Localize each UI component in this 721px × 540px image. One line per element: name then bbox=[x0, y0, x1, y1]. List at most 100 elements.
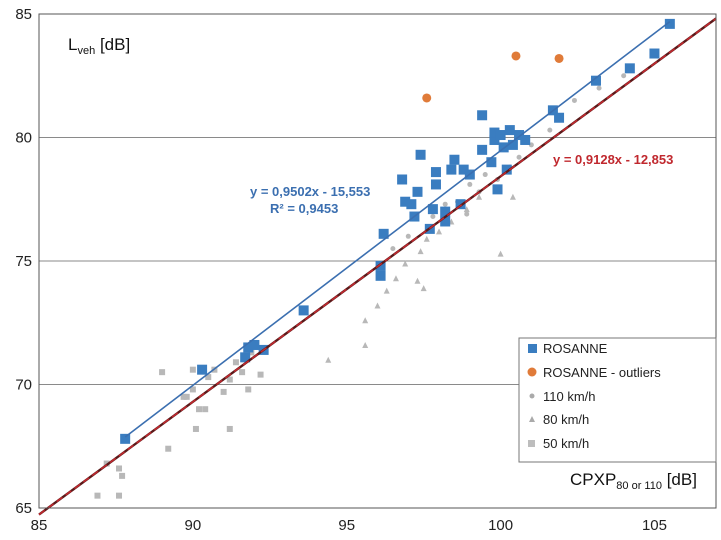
y-axis-label-main: L bbox=[68, 35, 77, 54]
point-80kmh bbox=[417, 248, 424, 255]
point-rosanne bbox=[427, 204, 438, 215]
point-50kmh bbox=[165, 445, 172, 452]
point-rosanne bbox=[400, 196, 411, 207]
point-110kmh bbox=[516, 154, 522, 160]
point-rosanne bbox=[590, 75, 601, 86]
point-50kmh bbox=[189, 366, 196, 373]
point-rosanne bbox=[492, 184, 503, 195]
point-rosanne bbox=[477, 144, 488, 155]
point-rosanne bbox=[507, 139, 518, 150]
point-rosanne bbox=[378, 228, 389, 239]
point-50kmh bbox=[116, 492, 123, 499]
point-50kmh bbox=[116, 465, 123, 472]
point-outlier bbox=[422, 93, 432, 103]
point-80kmh bbox=[325, 356, 332, 363]
blue-fit-r2: R² = 0,9453 bbox=[270, 201, 338, 216]
y-tick-label: 70 bbox=[15, 377, 32, 394]
plot-area-frame bbox=[38, 13, 717, 509]
x-tick-label: 90 bbox=[185, 517, 202, 534]
point-rosanne bbox=[495, 130, 506, 141]
legend-label-rosanne: ROSANNE bbox=[543, 341, 608, 356]
point-50kmh bbox=[257, 371, 264, 378]
point-rosanne bbox=[249, 339, 260, 350]
point-rosanne bbox=[440, 216, 451, 227]
x-axis-label-unit: [dB] bbox=[662, 470, 697, 489]
point-50kmh bbox=[239, 369, 246, 376]
point-110kmh bbox=[482, 172, 488, 178]
x-tick-label: 85 bbox=[31, 517, 48, 534]
point-50kmh bbox=[226, 376, 233, 383]
point-80kmh bbox=[383, 287, 390, 294]
blue-fit-equation: y = 0,9502x - 15,553 bbox=[250, 184, 370, 199]
legend: ROSANNE ROSANNE - outliers 110 km/h 80 k… bbox=[518, 337, 717, 463]
y-axis-label-unit: [dB] bbox=[95, 35, 130, 54]
x-axis-label-sub: 80 or 110 bbox=[616, 480, 662, 492]
point-80kmh bbox=[374, 302, 381, 309]
x-tick-label: 95 bbox=[338, 517, 355, 534]
point-rosanne bbox=[477, 110, 488, 121]
point-rosanne bbox=[489, 127, 500, 138]
legend-marker-80 bbox=[529, 416, 535, 422]
y-tick-labels: 65 70 75 80 85 bbox=[15, 6, 32, 517]
point-rosanne bbox=[440, 206, 451, 217]
point-rosanne bbox=[458, 164, 469, 175]
point-80kmh bbox=[476, 193, 483, 200]
x-tick-label: 100 bbox=[488, 517, 513, 534]
point-rosanne bbox=[406, 199, 417, 210]
point-rosanne bbox=[449, 154, 460, 165]
legend-marker-rosanne bbox=[528, 344, 537, 353]
point-rosanne bbox=[397, 174, 408, 185]
legend-label-outliers: ROSANNE - outliers bbox=[543, 365, 661, 380]
point-80kmh bbox=[463, 206, 470, 213]
point-80kmh bbox=[362, 317, 369, 324]
point-rosanne bbox=[298, 305, 309, 316]
point-110kmh bbox=[430, 214, 436, 220]
point-50kmh bbox=[202, 406, 209, 413]
point-rosanne bbox=[375, 270, 386, 281]
point-50kmh bbox=[189, 386, 196, 393]
y-axis-label-sub: veh bbox=[77, 45, 95, 57]
fit-lines bbox=[38, 17, 717, 516]
point-80kmh bbox=[414, 277, 421, 284]
point-110kmh bbox=[547, 127, 553, 133]
y-tick-label: 75 bbox=[15, 253, 32, 270]
y-axis-label: Lveh [dB] bbox=[68, 35, 130, 57]
point-80kmh bbox=[509, 193, 516, 200]
point-50kmh bbox=[220, 388, 227, 395]
point-rosanne bbox=[501, 164, 512, 175]
point-rosanne bbox=[520, 134, 531, 145]
legend-label-110: 110 km/h bbox=[543, 389, 596, 404]
point-rosanne bbox=[240, 352, 251, 363]
point-80kmh bbox=[497, 250, 504, 257]
point-rosanne bbox=[486, 157, 497, 168]
point-rosanne bbox=[446, 164, 457, 175]
point-rosanne bbox=[504, 125, 515, 136]
point-110kmh bbox=[467, 181, 473, 187]
point-50kmh bbox=[180, 393, 187, 400]
point-50kmh bbox=[119, 472, 126, 479]
point-rosanne bbox=[649, 48, 660, 59]
point-50kmh bbox=[196, 406, 203, 413]
point-50kmh bbox=[192, 425, 199, 432]
legend-label-50: 50 km/h bbox=[543, 436, 589, 451]
x-tick-labels: 85 90 95 100 105 bbox=[31, 517, 667, 534]
y-tick-label: 80 bbox=[15, 130, 32, 147]
point-80kmh bbox=[436, 228, 443, 235]
point-rosanne bbox=[554, 112, 565, 123]
point-rosanne bbox=[489, 134, 500, 145]
point-rosanne bbox=[430, 167, 441, 178]
legend-marker-outliers bbox=[527, 367, 537, 377]
point-rosanne bbox=[624, 63, 635, 74]
red-fit-equation: y = 0,9128x - 12,853 bbox=[553, 152, 673, 167]
data-points bbox=[94, 18, 675, 499]
x-axis-label: CPXP80 or 110 [dB] bbox=[570, 470, 697, 492]
legend-marker-110 bbox=[529, 393, 535, 399]
fit-line-red bbox=[38, 17, 717, 516]
point-rosanne bbox=[430, 179, 441, 190]
x-tick-label: 105 bbox=[642, 517, 667, 534]
legend-label-80: 80 km/h bbox=[543, 412, 589, 427]
legend-marker-50 bbox=[528, 440, 535, 447]
point-110kmh bbox=[464, 211, 470, 217]
point-80kmh bbox=[392, 275, 399, 282]
